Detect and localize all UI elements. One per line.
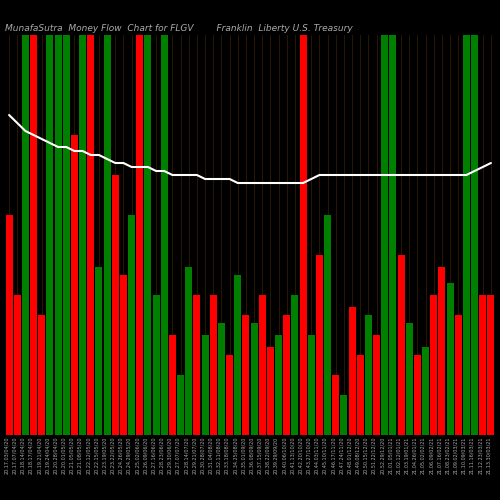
Bar <box>365 315 372 435</box>
Bar <box>250 323 258 435</box>
Bar <box>430 295 437 435</box>
Bar <box>357 355 364 435</box>
Bar <box>144 35 152 435</box>
Bar <box>54 35 62 435</box>
Bar <box>234 275 241 435</box>
Bar <box>128 215 135 435</box>
Bar <box>136 35 143 435</box>
Bar <box>218 323 225 435</box>
Bar <box>152 295 160 435</box>
Bar <box>259 295 266 435</box>
Bar <box>316 255 323 435</box>
Bar <box>406 323 412 435</box>
Bar <box>6 215 12 435</box>
Bar <box>38 315 45 435</box>
Bar <box>202 335 208 435</box>
Bar <box>161 35 168 435</box>
Bar <box>471 35 478 435</box>
Bar <box>422 347 429 435</box>
Bar <box>414 355 421 435</box>
Bar <box>169 335 176 435</box>
Bar <box>332 375 339 435</box>
Bar <box>267 347 274 435</box>
Bar <box>300 35 306 435</box>
Bar <box>348 307 356 435</box>
Bar <box>63 35 70 435</box>
Bar <box>14 295 20 435</box>
Bar <box>46 35 54 435</box>
Bar <box>96 267 102 435</box>
Bar <box>390 35 396 435</box>
Bar <box>120 275 127 435</box>
Bar <box>30 35 37 435</box>
Bar <box>112 175 118 435</box>
Bar <box>284 315 290 435</box>
Bar <box>71 135 78 435</box>
Bar <box>382 35 388 435</box>
Bar <box>275 335 282 435</box>
Bar <box>373 335 380 435</box>
Text: MunafaSutra  Money Flow  Chart for FLGV        Franklin  Liberty U.S. Treasury: MunafaSutra Money Flow Chart for FLGV Fr… <box>5 24 353 33</box>
Bar <box>324 215 331 435</box>
Bar <box>446 283 454 435</box>
Bar <box>292 295 298 435</box>
Bar <box>177 375 184 435</box>
Bar <box>480 295 486 435</box>
Bar <box>463 35 470 435</box>
Bar <box>194 295 200 435</box>
Bar <box>186 267 192 435</box>
Bar <box>488 295 494 435</box>
Bar <box>22 35 29 435</box>
Bar <box>242 315 250 435</box>
Bar <box>438 267 446 435</box>
Bar <box>88 35 94 435</box>
Bar <box>104 35 110 435</box>
Bar <box>79 35 86 435</box>
Bar <box>398 255 404 435</box>
Bar <box>226 355 233 435</box>
Bar <box>210 295 216 435</box>
Bar <box>308 335 314 435</box>
Bar <box>455 315 462 435</box>
Bar <box>340 395 347 435</box>
